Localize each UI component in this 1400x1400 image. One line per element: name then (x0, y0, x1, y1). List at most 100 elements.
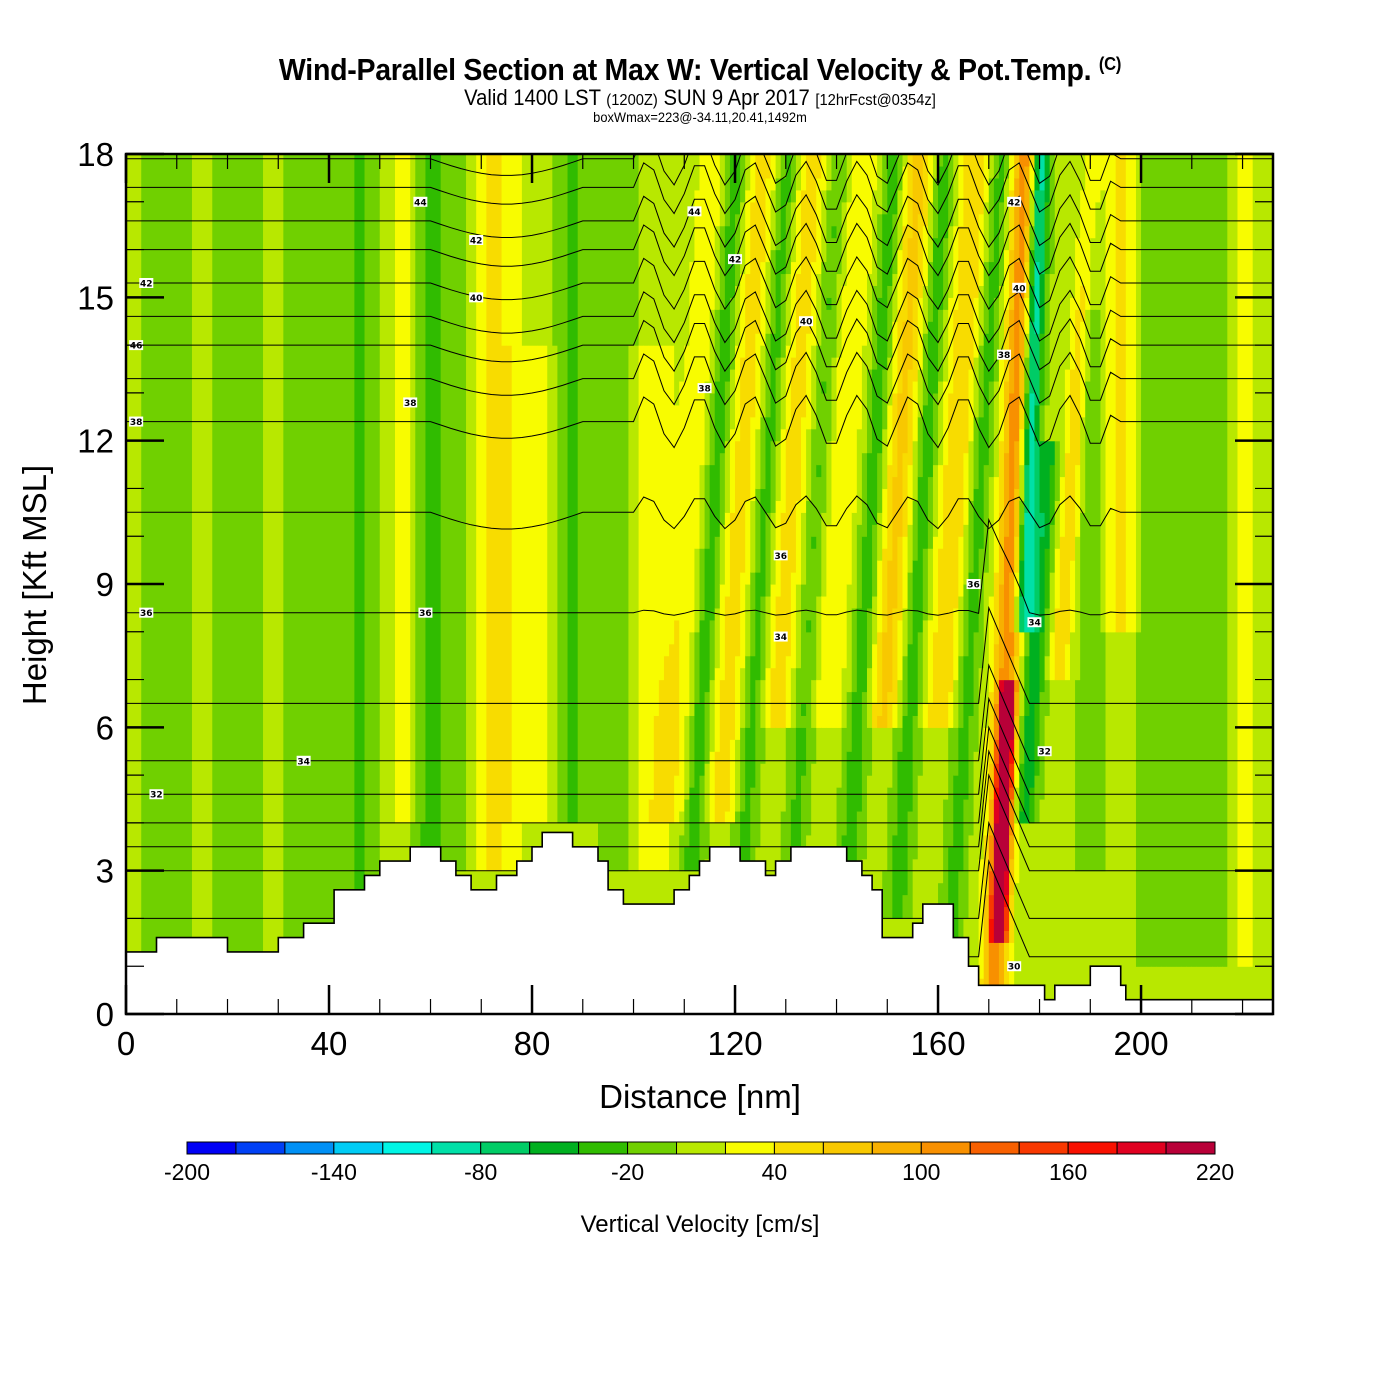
field-cell (1171, 154, 1178, 967)
field-cell (257, 154, 264, 1014)
field-cell (801, 584, 807, 705)
field-cell (993, 297, 1000, 382)
field-cell (912, 715, 919, 860)
field-cell (821, 512, 827, 597)
field-cell (988, 918, 995, 943)
contour-label-bg (773, 631, 788, 642)
field-cell (1014, 763, 1020, 788)
colorbar-swatch (480, 1141, 531, 1155)
field-cell (750, 500, 756, 573)
field-cell (1085, 309, 1091, 382)
field-cell (907, 524, 914, 573)
field-cell (806, 631, 812, 836)
field-cell (851, 691, 858, 896)
field-cell (1024, 154, 1030, 167)
contour-label: 34 (773, 631, 788, 643)
field-cell (699, 548, 706, 621)
field-cell (689, 631, 696, 716)
field-cell (1075, 309, 1081, 466)
field-cell (851, 607, 858, 693)
field-cell (988, 870, 995, 896)
field-cell (826, 440, 833, 525)
valid-time: Valid 1400 LST (464, 85, 601, 110)
field-cell (882, 488, 888, 549)
field-cell (704, 691, 711, 764)
field-cell (785, 273, 792, 346)
field-cell (780, 154, 787, 179)
field-cell (714, 607, 721, 669)
field-cell (1009, 631, 1015, 657)
field-cell (1024, 392, 1030, 430)
field-cell (658, 154, 665, 346)
field-cell (765, 261, 772, 334)
contour-label-bg (773, 550, 788, 561)
field-cell (806, 154, 812, 334)
field-cell (988, 799, 995, 836)
contour-label-text: 44 (414, 198, 427, 208)
field-cell (709, 679, 716, 752)
field-cell (790, 201, 797, 263)
field-cell (872, 595, 878, 645)
field-cell (826, 309, 833, 442)
colorbar-swatch (969, 1141, 1020, 1155)
field-cell (1004, 870, 1010, 896)
field-cell (1049, 524, 1056, 573)
field-cell (1019, 500, 1025, 525)
field-cell (780, 273, 787, 358)
field-cell (745, 727, 751, 872)
field-cell (887, 787, 893, 920)
field-cell (1044, 548, 1051, 609)
field-cell (1222, 154, 1228, 967)
theta-contour-line (126, 663, 1273, 762)
field-cell (740, 572, 746, 669)
field-cell (821, 189, 827, 263)
contour-label-bg (403, 397, 418, 408)
field-cell (476, 154, 482, 872)
field-cell (1039, 189, 1046, 275)
field-cell (1135, 154, 1142, 633)
field-cell (765, 416, 772, 513)
field-cell (988, 261, 995, 382)
field-cell (765, 667, 772, 728)
field-cell (1247, 966, 1254, 1014)
field-cell (542, 154, 548, 346)
field-cell (729, 512, 736, 740)
colorbar-swatch (578, 1141, 629, 1155)
field-cell (917, 631, 924, 705)
field-cell (760, 595, 767, 681)
contour-label-bg (1007, 961, 1022, 972)
field-cell (445, 154, 452, 872)
field-cell (1034, 703, 1041, 776)
field-cell (932, 464, 939, 537)
field-cell (318, 154, 325, 1014)
field-cell (983, 834, 990, 896)
field-cell (552, 345, 558, 1014)
field-cell (1181, 154, 1188, 967)
field-cell (501, 345, 508, 824)
field-cell (643, 154, 650, 346)
field-cell (1095, 870, 1102, 1014)
field-cell (816, 595, 822, 681)
field-cell (506, 154, 513, 346)
contour-label-text: 36 (419, 609, 432, 619)
field-cell (821, 261, 827, 382)
field-cell (1009, 392, 1015, 573)
field-cell (978, 978, 985, 991)
field-cell (679, 834, 685, 872)
field-cell (689, 715, 696, 788)
field-cell (1075, 536, 1081, 681)
field-cell (729, 297, 736, 370)
field-cell (1044, 679, 1051, 716)
field-cell (755, 333, 762, 430)
field-cell (770, 249, 777, 334)
field-cell (795, 189, 802, 275)
field-cell (826, 297, 833, 310)
field-cell (831, 237, 838, 358)
field-cell (1049, 440, 1056, 466)
theta-contour-line (126, 318, 1273, 373)
field-cell (785, 655, 792, 728)
field-cell (902, 655, 909, 716)
field-cell (795, 273, 802, 501)
field-cell (735, 345, 741, 442)
contour-label-text: 36 (967, 581, 980, 591)
